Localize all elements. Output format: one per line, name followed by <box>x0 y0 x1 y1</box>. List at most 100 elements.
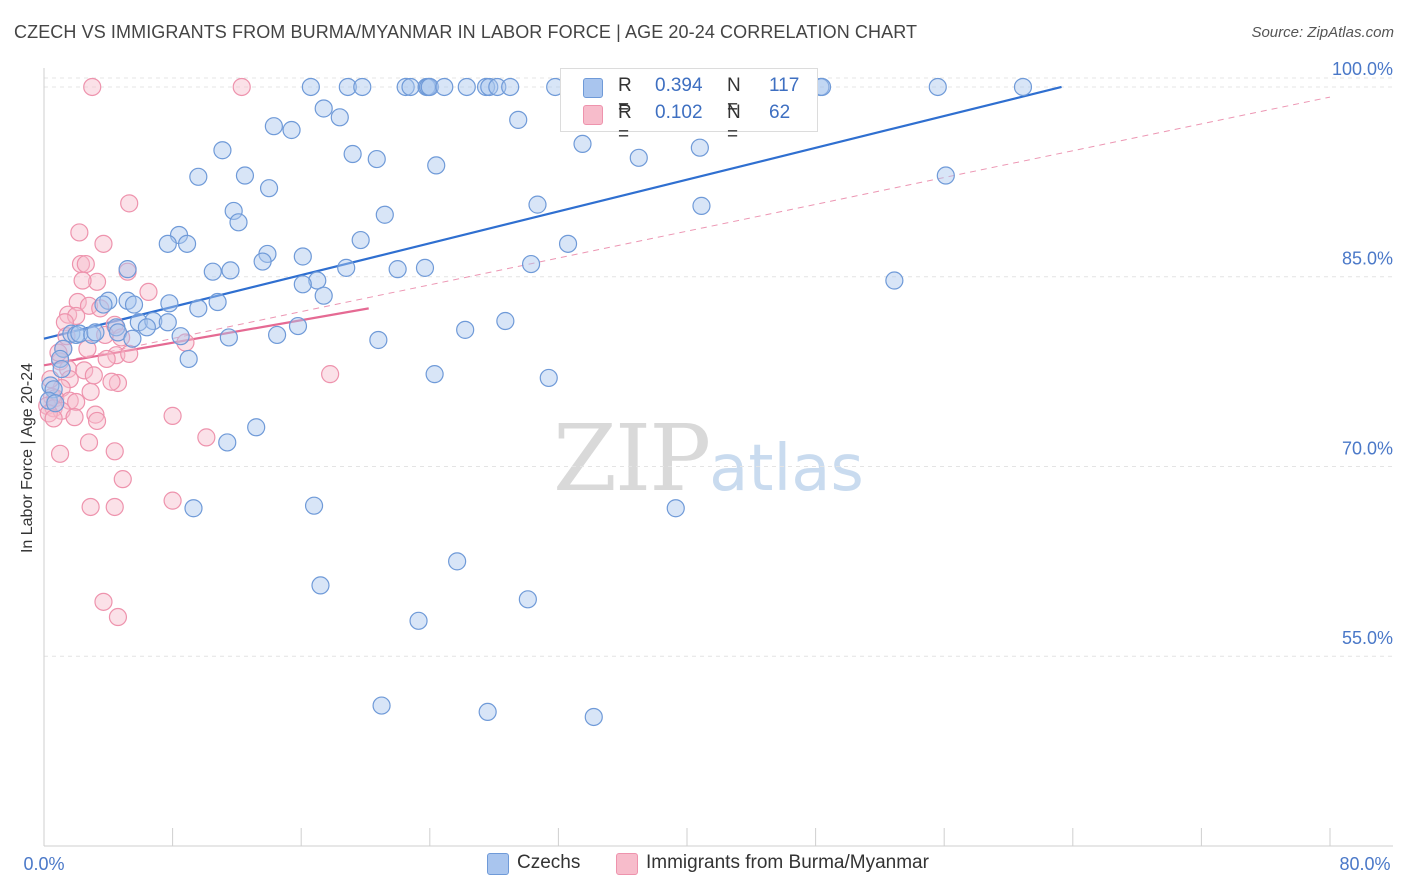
x-tick-label: 0.0% <box>23 854 64 874</box>
point-czechs <box>401 77 420 97</box>
point-czechs <box>456 320 475 339</box>
point-czechs <box>304 496 324 515</box>
point-czechs <box>221 261 240 280</box>
point-czechs <box>496 311 515 331</box>
trend-line-czechs <box>43 85 1062 340</box>
point-burma <box>87 411 107 431</box>
point-czechs <box>213 141 232 160</box>
point-czechs <box>573 134 592 154</box>
n-label: N = <box>727 102 741 145</box>
point-burma <box>321 365 340 384</box>
point-czechs <box>885 271 904 290</box>
y-tick-label: 55.0% <box>1342 628 1393 648</box>
x-tick-label: 80.0% <box>1339 854 1390 874</box>
point-burma <box>76 254 95 274</box>
point-czechs <box>666 499 685 518</box>
point-czechs <box>247 418 266 437</box>
point-czechs <box>44 380 63 399</box>
point-czechs <box>118 260 137 279</box>
r-label: R = <box>618 75 632 118</box>
point-czechs <box>521 254 541 274</box>
point-czechs <box>351 230 370 250</box>
point-burma <box>83 77 102 97</box>
n-value-burma: 62 <box>769 102 791 123</box>
point-burma <box>44 409 63 428</box>
point-czechs <box>457 77 476 97</box>
point-czechs <box>160 294 179 313</box>
point-czechs <box>936 166 955 185</box>
point-czechs <box>86 323 105 342</box>
point-burma <box>41 370 60 389</box>
point-burma <box>107 346 126 365</box>
point-czechs <box>314 286 333 305</box>
point-czechs <box>264 117 283 136</box>
point-czechs <box>501 77 520 97</box>
point-burma <box>81 382 100 401</box>
point-burma <box>70 223 89 242</box>
point-czechs <box>52 359 71 379</box>
legend-swatch-czechs <box>487 853 509 875</box>
point-czechs <box>293 247 312 266</box>
point-czechs <box>690 138 709 157</box>
point-burma <box>139 282 158 302</box>
point-czechs <box>124 295 144 314</box>
point-burma <box>86 405 105 424</box>
point-burma <box>105 442 124 461</box>
point-czechs <box>137 318 156 337</box>
stats-legend: R = 0.394 N = 117 R = 0.102 N = 62 <box>560 68 818 145</box>
point-czechs <box>330 108 349 127</box>
point-czechs <box>337 258 356 277</box>
r-value-burma: 0.102 <box>655 102 703 123</box>
point-czechs <box>314 99 333 118</box>
axes <box>43 68 1393 847</box>
point-czechs <box>184 499 203 518</box>
point-burma <box>102 372 121 391</box>
point-czechs <box>518 590 537 609</box>
point-burma <box>120 194 139 213</box>
point-burma <box>108 373 128 393</box>
point-czechs <box>70 324 89 343</box>
point-czechs <box>388 260 407 279</box>
y-tick-label: 85.0% <box>1342 249 1393 269</box>
point-czechs <box>46 394 65 413</box>
point-czechs <box>189 167 208 186</box>
point-burma <box>94 234 113 253</box>
point-czechs <box>409 611 428 630</box>
point-burma <box>79 296 99 315</box>
point-czechs <box>448 552 467 571</box>
series-legend: Czechs Immigrants from Burma/Myanmar <box>0 852 1406 878</box>
y-tick-label: 100.0% <box>1332 59 1393 79</box>
point-czechs <box>488 77 507 97</box>
n-value-czechs: 117 <box>769 75 800 96</box>
point-burma <box>163 491 182 510</box>
point-czechs <box>528 195 547 214</box>
point-czechs <box>629 148 648 167</box>
point-burma <box>78 339 97 358</box>
point-czechs <box>288 316 308 336</box>
point-czechs <box>301 77 320 97</box>
point-czechs <box>94 295 113 314</box>
r-label: R = <box>618 102 632 145</box>
legend-label-czechs: Czechs <box>517 852 581 873</box>
point-burma <box>97 349 116 369</box>
point-czechs <box>692 196 711 215</box>
point-czechs <box>189 299 208 318</box>
point-czechs <box>253 252 272 271</box>
point-czechs <box>229 213 248 232</box>
point-burma <box>84 366 103 385</box>
point-czechs <box>1013 77 1033 97</box>
legend-swatch-burma <box>616 853 638 875</box>
trend-line-burma-extrapolated <box>43 96 1331 366</box>
point-czechs <box>267 325 287 345</box>
point-burma <box>67 306 86 326</box>
legend-swatch-czechs <box>583 78 603 98</box>
legend-label-burma: Immigrants from Burma/Myanmar <box>646 852 929 873</box>
point-czechs <box>338 77 357 97</box>
point-czechs <box>123 329 142 348</box>
point-burma <box>39 404 58 423</box>
point-czechs <box>308 271 327 290</box>
point-czechs <box>311 576 330 595</box>
trend-lines <box>43 85 1331 367</box>
point-burma <box>232 77 251 97</box>
